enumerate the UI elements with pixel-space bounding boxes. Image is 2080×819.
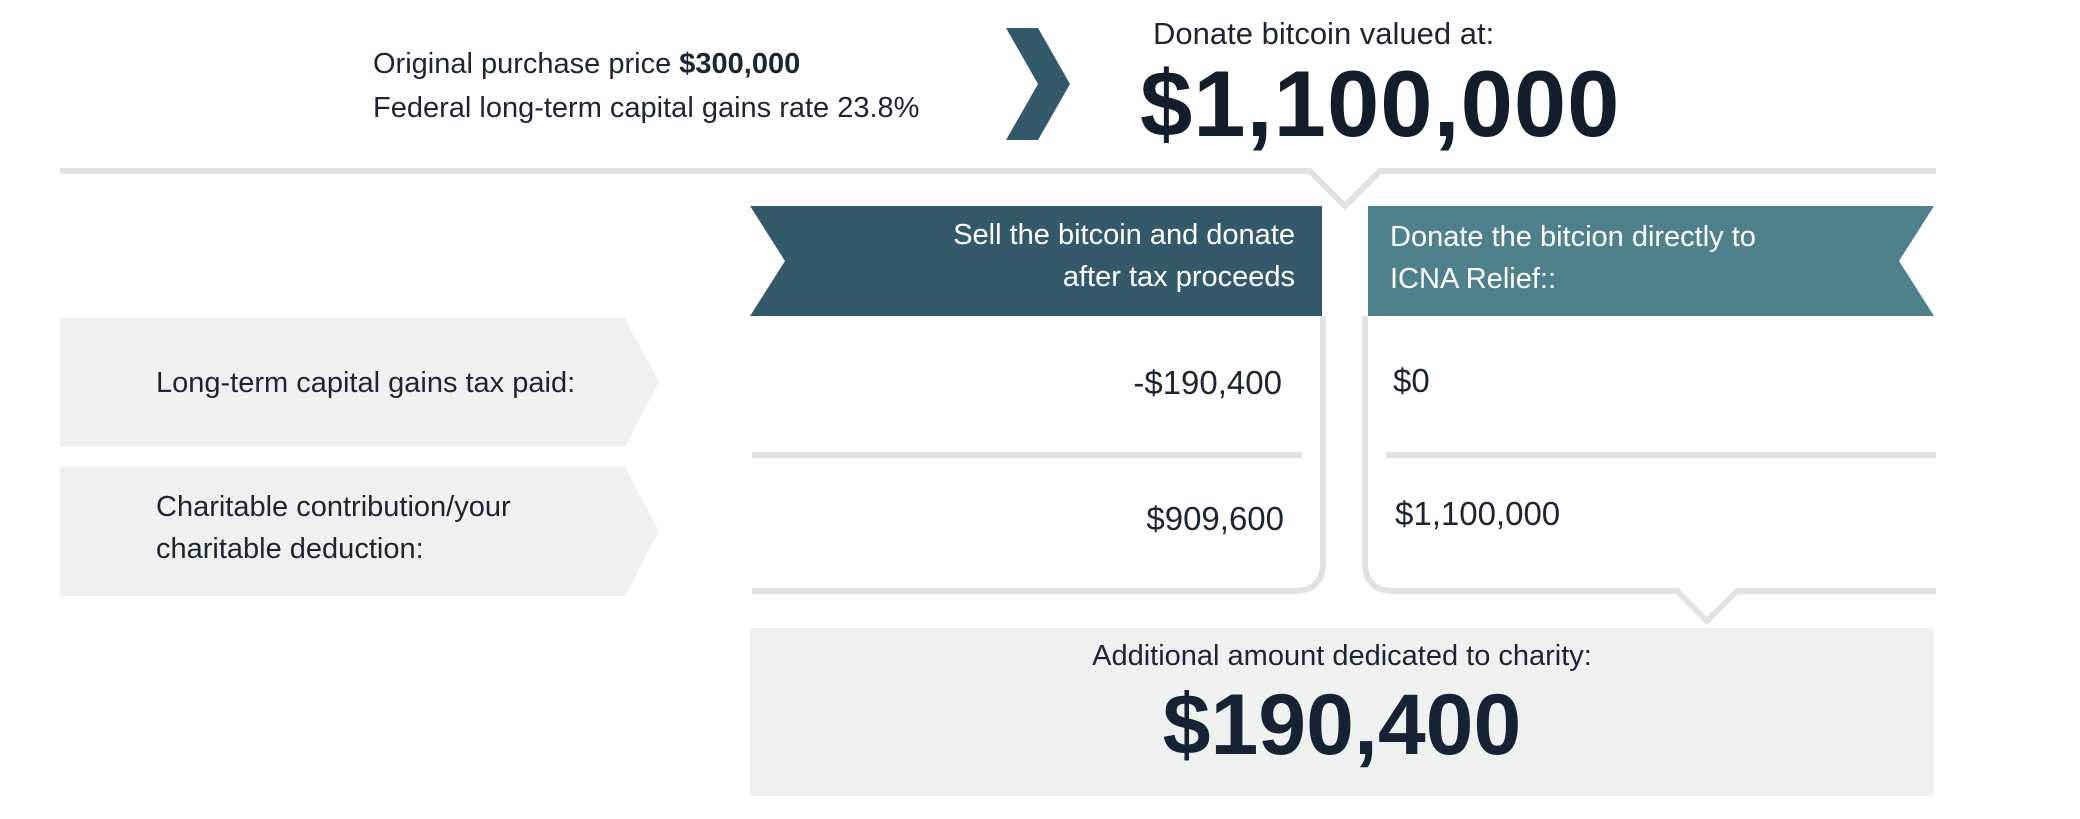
row-label-line2: charitable deduction:	[156, 533, 424, 565]
summary-box	[750, 628, 1934, 796]
direct-deduction-value: $1,100,000	[1395, 495, 1561, 532]
row2-label-bg	[60, 467, 659, 596]
info-block: Original purchase price $300,000 Federal…	[373, 42, 919, 130]
summary-label: Additional amount dedicated to charity:	[1092, 640, 1592, 672]
chevron-right-icon	[1006, 28, 1070, 140]
donate-value: $1,100,000	[1140, 51, 1621, 156]
sell-deduction-value: $909,600	[1146, 500, 1284, 537]
row-label-capital-gains-tax: Long-term capital gains tax paid:	[156, 362, 575, 404]
direct-column-border	[1362, 316, 1936, 626]
sell-header-title: Sell the bitcoin and donate after tax pr…	[953, 214, 1295, 298]
capital-gains-rate-line: Federal long-term capital gains rate 23.…	[373, 92, 920, 124]
row1-label-bg	[60, 318, 659, 447]
direct-header-banner	[1368, 206, 1934, 316]
purchase-price-value: $300,000	[679, 48, 801, 80]
donate-value-label: Donate bitcoin valued at:	[1153, 16, 1495, 51]
sell-header-line1: Sell the bitcoin and donate	[953, 219, 1295, 251]
row-label-line1: Long-term capital gains tax paid:	[156, 367, 576, 399]
top-divider-line	[60, 168, 1936, 211]
purchase-price-label: Original purchase price	[373, 48, 672, 80]
direct-header-title: Donate the bitcion directly to ICNA Reli…	[1390, 216, 1756, 300]
direct-header-line2: ICNA Relief::	[1390, 263, 1556, 295]
row-label-charitable-deduction: Charitable contribution/your charitable …	[156, 486, 511, 570]
summary-value: $190,400	[1162, 677, 1522, 773]
sell-header-banner	[750, 206, 1322, 316]
row-label-line1: Charitable contribution/your	[156, 491, 511, 523]
sell-column-border	[752, 316, 1326, 594]
direct-header-line1: Donate the bitcion directly to	[1390, 221, 1756, 253]
sell-tax-paid-value: -$190,400	[1133, 364, 1282, 401]
direct-tax-paid-value: $0	[1393, 362, 1430, 399]
sell-header-line2: after tax proceeds	[1062, 261, 1295, 293]
purchase-price-line: Original purchase price $300,000	[373, 42, 919, 86]
